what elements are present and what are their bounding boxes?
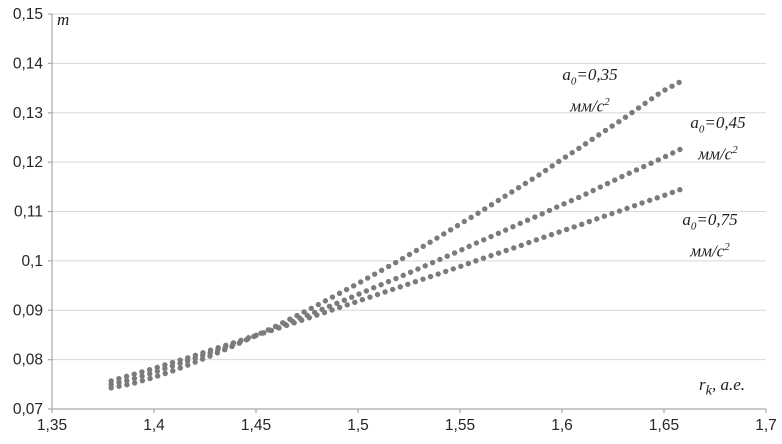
x-axis-title: rk, а.е. bbox=[645, 375, 745, 399]
y-tick-label: 0,07 bbox=[13, 401, 43, 418]
series-label-a075-line2: мм/с2 bbox=[658, 237, 762, 262]
series-label-text: =0,35 bbox=[576, 65, 618, 84]
x-tick-label: 1,6 bbox=[551, 417, 573, 434]
series-label-a045: a0=0,45 мм/с2 bbox=[666, 112, 770, 165]
y-tick-label: 0,11 bbox=[14, 204, 43, 221]
series-label-a045-line2: мм/с2 bbox=[666, 140, 770, 165]
series-label-text: мм/с bbox=[690, 242, 725, 262]
x-tick-label: 1,5 bbox=[347, 417, 369, 434]
series-label-a035-line1: a0=0,35 bbox=[538, 64, 642, 92]
series-label-subscript: 0 bbox=[698, 123, 705, 136]
x-tick-label: 1,45 bbox=[241, 417, 271, 434]
series-label-superscript: 2 bbox=[732, 144, 738, 157]
series-label-text: a bbox=[682, 210, 691, 229]
series-label-text: a bbox=[690, 113, 699, 132]
x-axis-title-sub: k bbox=[705, 382, 712, 399]
y-tick-label: 0,08 bbox=[13, 352, 43, 369]
series-label-text: =0,45 bbox=[704, 113, 746, 132]
series-label-subscript: 0 bbox=[570, 75, 577, 88]
x-tick-label: 1,55 bbox=[445, 417, 475, 434]
series-label-a035-line2: мм/с2 bbox=[538, 92, 642, 117]
series-label-a045-line1: a0=0,45 bbox=[666, 112, 770, 140]
y-tick-label: 0,09 bbox=[13, 302, 43, 319]
x-axis-title-rest: , а.е. bbox=[711, 375, 745, 394]
series-label-text: мм/с bbox=[570, 97, 605, 117]
series-curve-1 bbox=[108, 145, 686, 387]
x-tick-label: 1,35 bbox=[37, 417, 67, 434]
series-label-text: =0,75 bbox=[696, 210, 738, 229]
series-curve-2 bbox=[108, 186, 686, 384]
series-label-a035: a0=0,35 мм/с2 bbox=[538, 64, 642, 117]
y-axis-title-text: m bbox=[57, 10, 70, 29]
series-label-a075-line1: a0=0,75 bbox=[658, 209, 762, 237]
x-axis-title-base: r bbox=[699, 375, 706, 394]
x-tick-label: 1,65 bbox=[649, 417, 679, 434]
y-axis-title: m bbox=[57, 10, 69, 30]
y-tick-label: 0,13 bbox=[13, 105, 43, 122]
x-tick-label: 1,4 bbox=[143, 417, 165, 434]
series-label-subscript: 0 bbox=[690, 220, 697, 233]
series-label-text: мм/с bbox=[698, 145, 733, 165]
series-label-text: a bbox=[562, 65, 571, 84]
y-tick-label: 0,14 bbox=[13, 55, 44, 72]
series-label-a075: a0=0,75 мм/с2 bbox=[658, 209, 762, 262]
y-tick-label: 0,15 bbox=[13, 6, 43, 23]
y-tick-label: 0,1 bbox=[21, 253, 43, 270]
y-tick-label: 0,12 bbox=[13, 154, 43, 171]
series-label-superscript: 2 bbox=[604, 96, 610, 109]
x-tick-label: 1,7 bbox=[755, 417, 777, 434]
series-curve-0 bbox=[108, 78, 686, 391]
series-label-superscript: 2 bbox=[724, 241, 730, 254]
